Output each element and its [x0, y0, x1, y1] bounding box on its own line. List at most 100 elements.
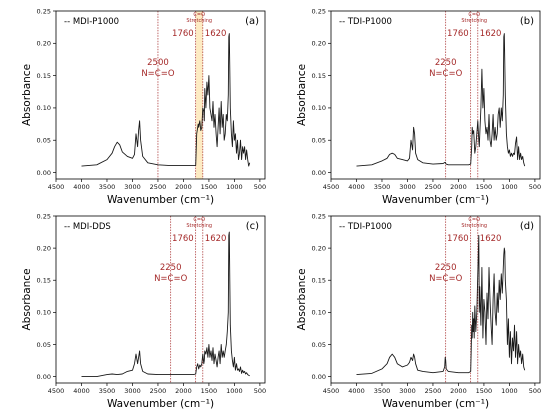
x-tick-label: 3000 [399, 387, 416, 395]
y-tick-label: 0.05 [37, 341, 51, 349]
x-tick-label: 1500 [201, 387, 218, 395]
panel-a: 4500 4000 3500 3000 2500 2000 1500 1000 500 0.00 0… [21, 7, 266, 206]
y-tick-label: 0.05 [312, 137, 326, 145]
x-tick-label: 4500 [48, 183, 65, 191]
legend-entry: -- TDI-P1000 [339, 17, 392, 27]
vline-label-1620: 1620 [480, 234, 502, 244]
x-tick-label: 500 [254, 387, 266, 395]
carbonyl-label: C=O [193, 217, 205, 223]
nco-wavenumber-label: 2250 [435, 263, 457, 273]
y-tick-label: 0.20 [312, 244, 326, 252]
vline-label-1620: 1620 [205, 234, 227, 244]
x-tick-label: 4000 [73, 183, 90, 191]
x-tick-label: 2000 [450, 387, 467, 395]
nco-group-label: N=C=O [429, 274, 463, 284]
x-tick-label: 1500 [476, 387, 493, 395]
x-tick-label: 3500 [99, 183, 116, 191]
carbonyl-label: C=O [468, 217, 480, 223]
x-tick-label: 4500 [323, 387, 340, 395]
nco-wavenumber-label: 2250 [160, 263, 182, 273]
spectrum-line [356, 234, 526, 376]
vline-label-1760: 1760 [172, 234, 194, 244]
x-tick-label: 500 [529, 183, 541, 191]
y-tick-label: 0.15 [37, 72, 51, 80]
y-tick-label: 0.00 [312, 169, 326, 177]
y-tick-label: 0.15 [37, 277, 51, 285]
legend-entry: -- MDI-DDS [64, 222, 111, 232]
y-tick-label: 0.00 [312, 373, 326, 381]
x-tick-label: 2500 [425, 183, 442, 191]
y-tick-label: 0.25 [37, 7, 51, 15]
vline-label-1620: 1620 [480, 29, 502, 39]
panel-c: 4500 4000 3500 3000 2500 2000 1500 1000 500 0.00 0… [21, 212, 266, 410]
y-tick-label: 0.00 [37, 169, 51, 177]
x-axis-label: Wavenumber (cm⁻¹) [382, 398, 489, 410]
x-tick-label: 500 [529, 387, 541, 395]
y-tick-label: 0.05 [312, 341, 326, 349]
x-tick-label: 4500 [323, 183, 340, 191]
nco-group-label: N=C=O [154, 274, 188, 284]
y-tick-label: 0.25 [312, 7, 326, 15]
nco-group-label: N=C=O [429, 69, 463, 79]
y-tick-label: 0.20 [37, 244, 51, 252]
x-tick-label: 3500 [374, 183, 391, 191]
x-tick-label: 1000 [226, 183, 243, 191]
x-tick-label: 500 [254, 183, 266, 191]
nco-wavenumber-label: 2250 [435, 58, 457, 68]
panel-label: (a) [245, 16, 259, 27]
plot-frame [55, 215, 266, 384]
carbonyl-label: C=O [468, 12, 480, 18]
x-tick-label: 3000 [124, 183, 141, 191]
x-tick-label: 4500 [48, 387, 65, 395]
x-tick-label: 1500 [201, 183, 218, 191]
x-axis-label: Wavenumber (cm⁻¹) [382, 194, 489, 206]
y-tick-label: 0.10 [312, 309, 326, 317]
plot-frame [330, 215, 541, 384]
stretching-label: Stretching [186, 223, 212, 229]
vline-label-1620: 1620 [205, 29, 227, 39]
legend-entry: -- TDI-P1000 [339, 222, 392, 232]
x-axis-label: Wavenumber (cm⁻¹) [107, 194, 214, 206]
x-tick-label: 3000 [399, 183, 416, 191]
vline-label-1760: 1760 [447, 29, 469, 39]
vline-label-1760: 1760 [447, 234, 469, 244]
plot-frame [330, 10, 541, 180]
y-tick-label: 0.10 [37, 309, 51, 317]
y-tick-label: 0.25 [37, 212, 51, 220]
y-tick-label: 0.10 [37, 104, 51, 112]
y-tick-label: 0.25 [312, 212, 326, 220]
x-tick-label: 4000 [73, 387, 90, 395]
x-tick-label: 2500 [425, 387, 442, 395]
x-tick-label: 2000 [175, 387, 192, 395]
carbonyl-label: C=O [193, 12, 205, 18]
y-axis-label: Absorbance [296, 64, 308, 126]
x-tick-label: 4000 [348, 387, 365, 395]
y-tick-label: 0.20 [37, 40, 51, 48]
stretching-label: Stretching [461, 223, 487, 229]
legend-entry: -- MDI-P1000 [64, 17, 119, 27]
x-tick-label: 2000 [450, 183, 467, 191]
plot-frame [55, 10, 266, 180]
y-tick-label: 0.10 [312, 104, 326, 112]
vline-label-1760: 1760 [172, 29, 194, 39]
x-tick-label: 3000 [124, 387, 141, 395]
carbonyl-band-highlight [195, 11, 203, 179]
x-tick-label: 4000 [348, 183, 365, 191]
spectrum-line [81, 231, 250, 378]
x-tick-label: 2500 [150, 387, 167, 395]
panel-label: (c) [246, 221, 259, 232]
x-tick-label: 2000 [175, 183, 192, 191]
y-tick-label: 0.15 [312, 277, 326, 285]
spectrum-line [356, 33, 526, 167]
y-axis-label: Absorbance [296, 268, 308, 330]
y-axis-label: Absorbance [21, 64, 33, 126]
stretching-label: Stretching [461, 18, 487, 24]
y-axis-label: Absorbance [21, 268, 33, 330]
stretching-label: Stretching [186, 18, 212, 24]
x-tick-label: 1500 [476, 183, 493, 191]
y-tick-label: 0.15 [312, 72, 326, 80]
panel-b: 4500 4000 3500 3000 2500 2000 1500 1000 500 0.00 0… [296, 7, 541, 206]
x-tick-label: 2500 [150, 183, 167, 191]
panel-d: 4500 4000 3500 3000 2500 2000 1500 1000 500 0.00 0… [296, 212, 541, 410]
